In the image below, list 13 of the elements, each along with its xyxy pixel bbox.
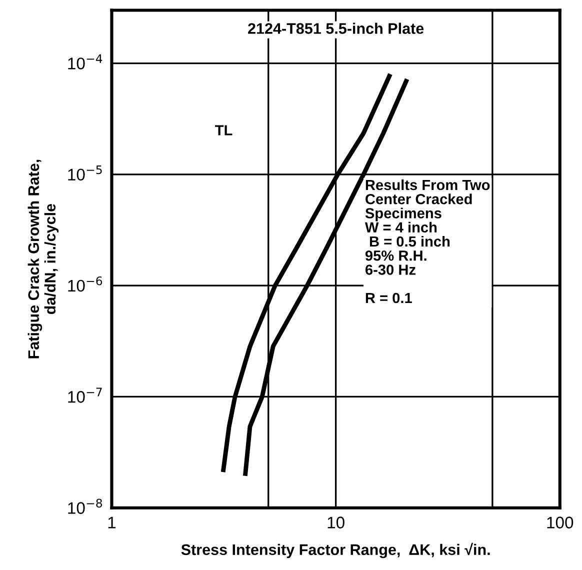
x-axis-title: Stress Intensity Factor Range, ΔK, ksi √in.	[181, 542, 490, 558]
x-tick-label: 100	[547, 516, 574, 528]
y-tick-label: 10$^{−5}$	[68, 165, 102, 181]
y-tick-label: 10$^{−4}$	[68, 54, 102, 70]
y-axis-title: Fatigue Crack Growth Rate, da/dN, in./cycle	[28, 160, 59, 358]
y-tick-label: 10$^{−7}$	[68, 388, 102, 403]
text: 2124-T851 5.5-inch Plate	[248, 22, 424, 34]
y-tick-label: 10$^{−6}$	[68, 276, 102, 292]
text: Results From Two Center Cracked Specimens W = 4 inch B = 0.5 inch 95% R.H. 6-30 Hz R = 0.1	[364, 179, 490, 304]
y-tick-label: 10$^{−8}$	[68, 498, 102, 514]
x-tick-label: 1	[108, 516, 116, 528]
annotation: TL	[215, 125, 232, 136]
x-tick-label: 10	[328, 516, 344, 528]
